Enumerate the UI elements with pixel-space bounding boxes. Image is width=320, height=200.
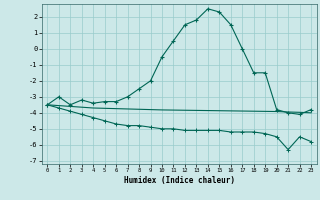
X-axis label: Humidex (Indice chaleur): Humidex (Indice chaleur) — [124, 176, 235, 185]
